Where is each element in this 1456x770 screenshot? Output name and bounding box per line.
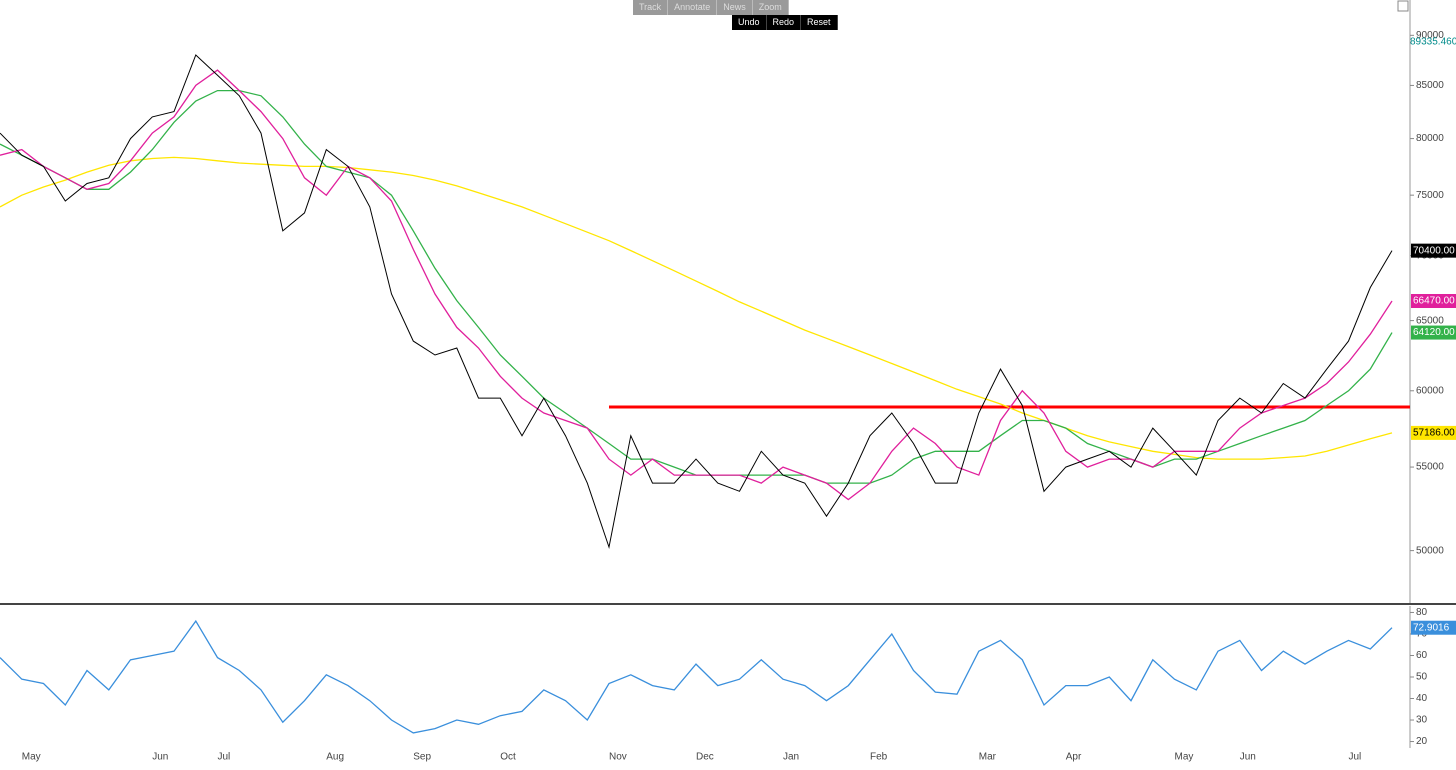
last-value-label: 72.9016 (1413, 622, 1450, 633)
x-tick-label: Aug (326, 752, 344, 763)
toolbar: Undo Redo Reset (732, 15, 838, 30)
y-tick-label: 85000 (1416, 80, 1444, 91)
x-tick-label: Sep (413, 752, 431, 763)
x-tick-label: Jan (783, 752, 799, 763)
series-line (0, 156, 1393, 460)
toolbar: Track Annotate News Zoom (633, 0, 789, 15)
series-line (0, 54, 1393, 550)
y-tick-label: 30 (1416, 715, 1428, 726)
y-tick-label: 50 (1416, 672, 1428, 683)
toolbar-button[interactable]: Reset (801, 15, 838, 30)
x-tick-label: Jul (218, 752, 231, 763)
last-value-box (1411, 294, 1456, 309)
y-tick-label: 60 (1416, 650, 1428, 661)
y-tick-label: 80000 (1416, 133, 1444, 144)
y-tick-label: 20 (1416, 736, 1428, 747)
toolbar-button[interactable]: Redo (767, 15, 802, 30)
series-line (0, 89, 1393, 484)
last-value-label: 64120.00 (1413, 327, 1455, 338)
y-tick-label: 80 (1416, 607, 1428, 618)
y-tick-label: 40 (1416, 693, 1428, 704)
x-tick-label: Jun (1240, 752, 1256, 763)
toolbar-button[interactable]: Zoom (753, 0, 789, 15)
x-tick-label: Nov (609, 752, 627, 763)
series-line (0, 619, 1393, 734)
x-tick-label: May (1175, 752, 1194, 763)
last-value-label: 70400.00 (1413, 245, 1455, 256)
toolbar-button[interactable]: Track (633, 0, 669, 15)
x-tick-label: Oct (500, 752, 516, 763)
toolbar-button[interactable]: Undo (732, 15, 767, 30)
x-tick-label: May (22, 752, 41, 763)
series-line (0, 69, 1393, 501)
y-tick-label: 75000 (1416, 190, 1444, 201)
axis-marker-label: 89335.4609 (1410, 36, 1456, 47)
y-tick-label: 90000 (1416, 30, 1444, 41)
panel-icon[interactable] (1397, 0, 1409, 12)
y-tick-label: 55000 (1416, 462, 1444, 473)
x-tick-label: Dec (696, 752, 714, 763)
x-tick-label: Apr (1066, 752, 1082, 763)
last-value-box (1411, 620, 1456, 635)
last-value-label: 57186.00 (1413, 428, 1455, 439)
last-value-box (1411, 243, 1456, 258)
toolbar-button[interactable]: News (717, 0, 753, 15)
x-tick-label: Jun (152, 752, 168, 763)
y-tick-label: 60000 (1416, 385, 1444, 396)
last-value-box (1411, 425, 1456, 440)
toolbar-button[interactable]: Annotate (668, 0, 718, 15)
x-tick-label: Mar (979, 752, 997, 763)
x-tick-label: Feb (870, 752, 888, 763)
y-tick-label: 50000 (1416, 545, 1444, 556)
y-tick-label: 65000 (1416, 315, 1444, 326)
last-value-box (1411, 325, 1456, 340)
last-value-label: 66470.00 (1413, 296, 1455, 307)
x-tick-label: Jul (1349, 752, 1362, 763)
